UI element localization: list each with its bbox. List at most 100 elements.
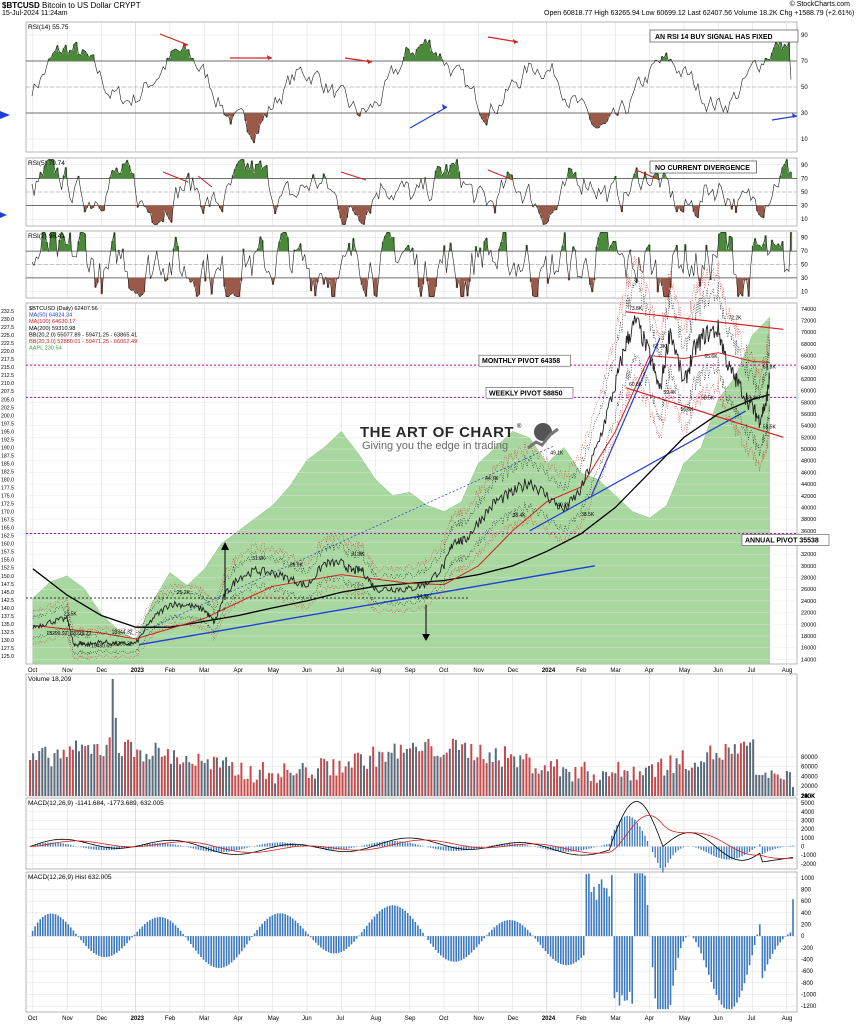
price-left-tick-label: 157.5	[1, 550, 14, 556]
price-right-tick-label: 42000	[801, 494, 816, 500]
hist-tick-label: 0	[801, 934, 805, 940]
price-point-label: 40.2K	[557, 502, 571, 508]
volume-tick-label: 200K	[801, 794, 815, 800]
logo-title: THE ART OF CHART	[360, 424, 514, 441]
bottom-month-label: 2024	[542, 1016, 556, 1022]
price-point-label: 21.5K	[64, 612, 78, 618]
price-month-label: May	[268, 668, 279, 674]
price-point-label: 53.5K	[763, 425, 777, 431]
btc-price-line	[32, 315, 771, 649]
price-point-label: 31.8K	[352, 551, 366, 557]
price-right-tick-label: 58000	[801, 400, 816, 406]
price-right-tick-label: 20000	[801, 622, 816, 628]
price-left-tick-label: 150.0	[1, 574, 14, 580]
rsi14-tick-label: 50	[801, 85, 808, 91]
price-right-tick-label: 62000	[801, 377, 816, 383]
price-left-tick-label: 210.0	[1, 381, 14, 387]
rsi14-tick-label: 90	[801, 33, 808, 39]
rsi14-divergence-arrowhead	[367, 59, 372, 64]
bottom-month-label: Jun	[713, 1016, 723, 1022]
price-month-label: Mar	[610, 668, 620, 674]
symbol-label: $BTCUSD	[2, 1, 40, 10]
price-point-label: 24.9K	[417, 594, 431, 600]
bottom-month-label: Dec	[96, 1016, 107, 1022]
price-point-label: 59.4K	[663, 390, 677, 396]
rsi2-tick-label: 90	[801, 236, 808, 242]
volume-tick-label: 120K	[801, 794, 815, 800]
price-month-label: Apr	[233, 668, 242, 674]
pivot-label-box	[485, 387, 574, 399]
price-right-tick-label: 16000	[801, 646, 816, 652]
steep-trendline	[590, 337, 661, 497]
rsi2-tick-label: 50	[801, 263, 808, 269]
price-right-tick-label: 56000	[801, 412, 816, 418]
price-left-tick-label: 202.5	[1, 405, 14, 411]
price-month-label: Nov	[62, 668, 73, 674]
price-right-tick-label: 70000	[801, 330, 816, 336]
price-left-tick-label: 147.5	[1, 582, 14, 588]
price-right-tick-label: 48000	[801, 459, 816, 465]
rsi5-divergence-line	[162, 171, 189, 183]
volume-tick-label: 160K	[801, 794, 815, 800]
hist-panel-frame	[25, 871, 798, 1013]
hist-tick-label: -1000	[801, 993, 817, 999]
price-point-label: 60.8K	[629, 382, 643, 388]
rsi14-overbought-fill	[47, 38, 790, 61]
price-point-label: 38.4K	[513, 513, 527, 519]
rsi14-left-arrow	[0, 111, 10, 119]
bottom-month-label: Dec	[508, 1016, 519, 1022]
macd-tick-label: 3000	[801, 819, 815, 825]
volume-bars-down	[29, 737, 785, 796]
hist-label: MACD(12,26,9) Hist 632.005	[28, 874, 112, 881]
macd-label: MACD(12,26,9) -1141.684, -1773.689, 632.…	[28, 800, 164, 807]
price-point-label: 38.5K	[581, 512, 595, 518]
price-left-tick-label: 142.5	[1, 598, 14, 604]
price-left-tick-label: 207.5	[1, 389, 14, 395]
price-month-label: Mar	[199, 668, 209, 674]
price-right-tick-label: 24000	[801, 599, 816, 605]
ma50-line	[32, 352, 770, 640]
price-month-label: May	[679, 668, 690, 674]
price-right-tick-label: 40000	[801, 505, 816, 511]
price-legend-item: BB(20,3.0) 52880.01 - 59471.25 - 66062.4…	[29, 339, 137, 345]
price-left-tick-label: 222.5	[1, 341, 14, 347]
bottom-month-label: May	[679, 1016, 690, 1022]
price-point-label: 72.2K	[728, 315, 742, 321]
pivot-label: WEEKLY PIVOT 58850	[489, 390, 563, 397]
rsi5-tick-label: 50	[801, 190, 808, 196]
price-right-tick-label: 60000	[801, 389, 816, 395]
volume-tick-label: 20000	[801, 784, 818, 790]
logo-tagline: Giving you the edge in trading	[362, 440, 508, 452]
price-left-tick-label: 152.5	[1, 566, 14, 572]
price-right-tick-label: 28000	[801, 576, 816, 582]
logo-rising-arrow-icon	[527, 427, 559, 450]
price-month-label: Jul	[336, 668, 344, 674]
price-legend-item: $BTCUSD (Daily) 62407.56	[29, 306, 98, 312]
chart-header-title: $BTCUSD Bitcoin to US Dollar CRYPT	[2, 1, 141, 10]
price-right-tick-label: 18000	[801, 634, 816, 640]
price-left-tick-label: 135.0	[1, 622, 14, 628]
bollinger-band-lower	[32, 353, 770, 656]
price-month-label: Jul	[747, 668, 755, 674]
bottom-month-label: 2023	[131, 1016, 145, 1022]
price-month-label: Oct	[439, 668, 449, 674]
price-right-tick-label: 54000	[801, 424, 816, 430]
price-point-label: 31.0K	[252, 556, 266, 562]
volume-tick-label: 220K	[801, 794, 815, 800]
rsi5-tick-label: 90	[801, 163, 808, 169]
rsi14-divergence-arrowhead	[267, 55, 272, 60]
price-left-tick-label: 195.0	[1, 429, 14, 435]
price-point-label: 67.3K	[653, 344, 667, 350]
volume-tick-label: 140K	[801, 794, 815, 800]
rsi5-tick-label: 70	[801, 176, 808, 182]
rsi5-divergence-line	[197, 175, 213, 188]
bottom-month-label: Mar	[199, 1016, 209, 1022]
price-right-tick-label: 44000	[801, 482, 816, 488]
price-left-tick-label: 167.5	[1, 518, 14, 524]
price-left-tick-label: 177.5	[1, 486, 14, 492]
price-right-tick-label: 50000	[801, 447, 816, 453]
rsi14-label: RSI(14) 55.75	[28, 24, 69, 31]
price-left-tick-label: 137.5	[1, 614, 14, 620]
price-point-label: 18344.32	[112, 630, 133, 636]
logo-registered-mark: ®	[517, 423, 522, 430]
